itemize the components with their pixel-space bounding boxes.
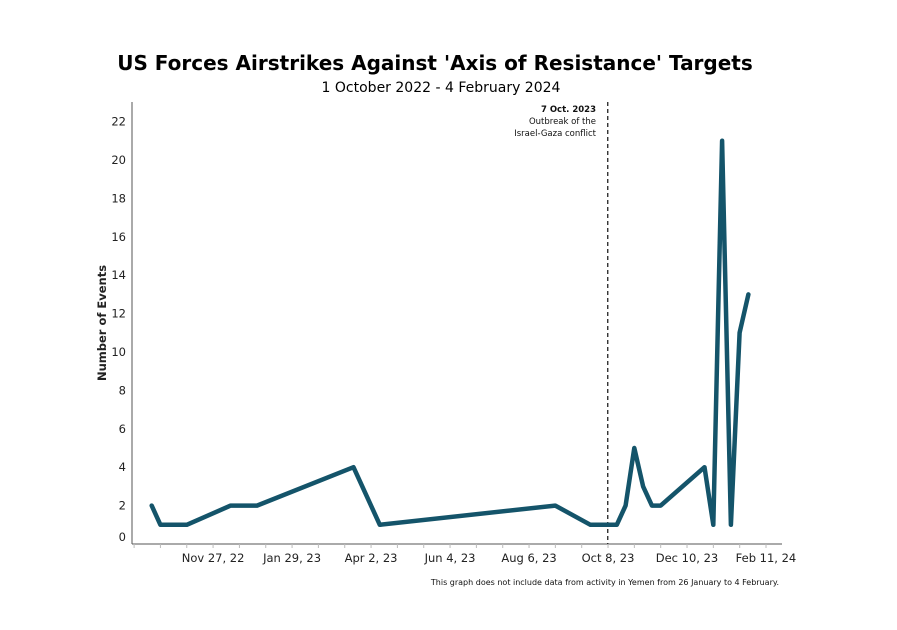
y-tick-label: 0 bbox=[119, 530, 126, 544]
y-tick-label: 22 bbox=[111, 115, 126, 129]
footnote: This graph does not include data from ac… bbox=[430, 578, 779, 587]
y-tick-label: 16 bbox=[111, 230, 126, 244]
y-tick-label: 20 bbox=[111, 153, 126, 167]
y-tick-label: 10 bbox=[111, 345, 126, 359]
annotation-line1: Outbreak of the bbox=[529, 117, 596, 127]
x-tick-label: Jun 4, 23 bbox=[424, 551, 476, 565]
x-tick-label: Nov 27, 22 bbox=[182, 551, 245, 565]
x-tick-label: Oct 8, 23 bbox=[582, 551, 635, 565]
series-line bbox=[149, 138, 751, 528]
y-tick-label: 6 bbox=[119, 422, 126, 436]
x-tick-label: Apr 2, 23 bbox=[345, 551, 398, 565]
y-tick-label: 8 bbox=[119, 383, 126, 397]
y-tick-label: 2 bbox=[119, 499, 126, 513]
y-tick-label: 12 bbox=[111, 307, 126, 321]
x-tick-label: Dec 10, 23 bbox=[656, 551, 719, 565]
chart-subtitle: 1 October 2022 - 4 February 2024 bbox=[322, 80, 561, 96]
annotation-line2: Israel-Gaza conflict bbox=[514, 129, 596, 139]
chart-title: US Forces Airstrikes Against 'Axis of Re… bbox=[117, 51, 753, 75]
y-tick-label: 4 bbox=[119, 460, 126, 474]
annotation-title: 7 Oct. 2023 bbox=[541, 105, 596, 115]
x-tick-label: Jan 29, 23 bbox=[262, 551, 321, 565]
y-tick-label: 14 bbox=[111, 268, 126, 282]
x-tick-label: Aug 6, 23 bbox=[501, 551, 556, 565]
x-tick-label: Feb 11, 24 bbox=[736, 551, 797, 565]
y-tick-label: 18 bbox=[111, 191, 126, 205]
y-axis-label: Number of Events bbox=[95, 265, 109, 381]
